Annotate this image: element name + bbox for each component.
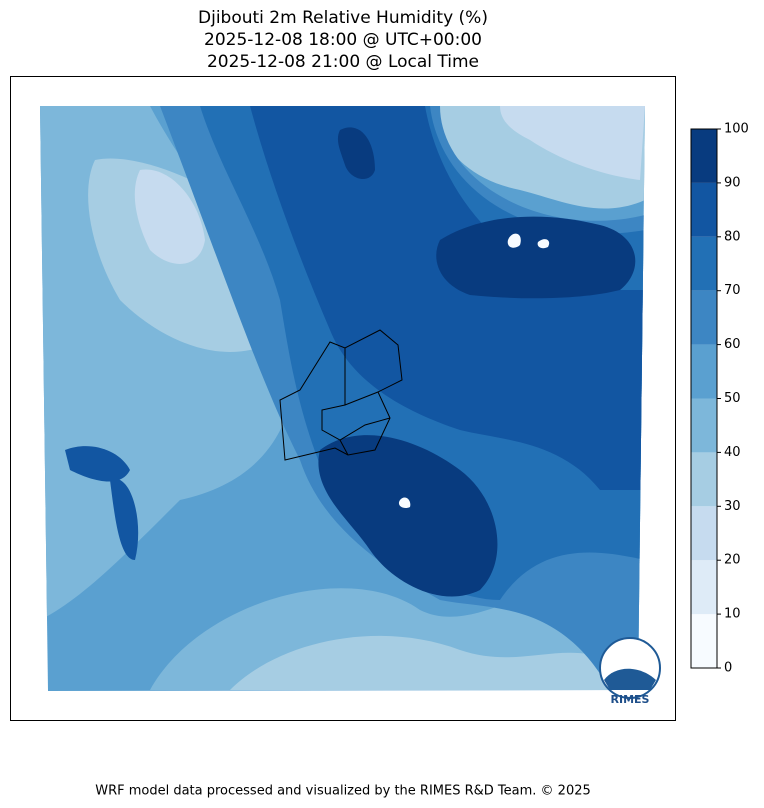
field (318, 435, 498, 597)
border (279, 329, 403, 461)
map (40, 106, 645, 691)
colorbar-segment (691, 236, 717, 291)
logo-text: RIMES (611, 693, 650, 706)
field (250, 106, 645, 490)
title-line: Djibouti 2m Relative Humidity (%) (198, 8, 488, 28)
colorbar-segment (691, 506, 717, 561)
colorbar-tick-label: 50 (724, 391, 741, 406)
field (134, 169, 205, 264)
colorbar-tick-label: 90 (724, 175, 741, 190)
field (337, 127, 375, 180)
colorbar-tick-label: 100 (724, 122, 749, 137)
logo: RIMES (599, 637, 661, 706)
colorbar-segment (691, 182, 717, 237)
title-line: 2025-12-08 18:00 @ UTC+00:00 (204, 30, 482, 50)
colorbar-segment (691, 129, 717, 183)
colorbar-tick-label: 60 (724, 337, 741, 352)
colorbar-tick-label: 30 (724, 499, 741, 514)
colorbar-segment (691, 614, 717, 668)
colorbar-tick-label: 40 (724, 445, 741, 460)
footer: WRF model data processed and visualized … (95, 784, 591, 799)
field (500, 106, 645, 180)
colorbar: 0 10 20 30 40 50 60 70 80 90 100 (690, 122, 749, 676)
border (321, 348, 391, 456)
colorbar-tick-label: 10 (724, 607, 741, 622)
field (230, 635, 620, 690)
colorbar-segment (691, 560, 717, 615)
field (436, 216, 636, 299)
colorbar-segment (691, 398, 717, 453)
colorbar-segment (691, 452, 717, 507)
field (65, 446, 139, 560)
country-borders (279, 329, 403, 461)
colorbar-tick-label: 70 (724, 283, 741, 298)
colorbar-segment (691, 290, 717, 345)
colorbar-segment (691, 344, 717, 399)
logo-wave (604, 668, 656, 690)
colorbar-tick-label: 20 (724, 553, 741, 568)
title-line: 2025-12-08 21:00 @ Local Time (207, 52, 479, 72)
colorbar-tick-label: 0 (724, 661, 732, 676)
colorbar-tick-label: 80 (724, 229, 741, 244)
